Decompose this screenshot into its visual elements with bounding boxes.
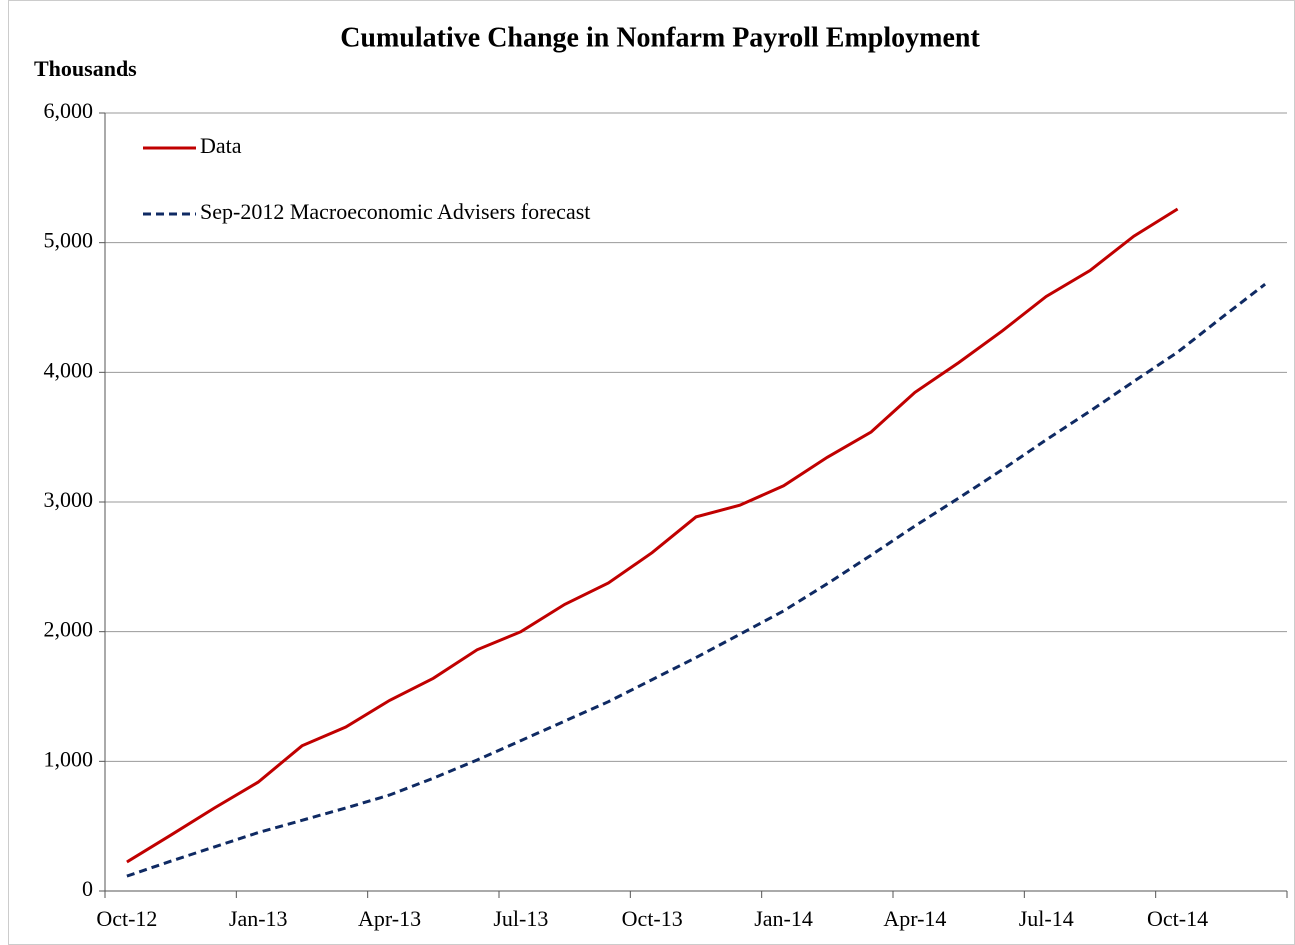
x-tick-label: Oct-14 (1147, 906, 1208, 931)
x-tick-label: Apr-14 (883, 906, 946, 931)
y-tick-label: 2,000 (44, 617, 94, 642)
y-tick-label: 6,000 (44, 98, 94, 123)
y-tick-label: 3,000 (44, 487, 94, 512)
y-tick-label: 1,000 (44, 746, 94, 771)
x-tick-label: Jul-14 (1019, 906, 1074, 931)
legend-label: Data (200, 133, 242, 158)
chart-title: Cumulative Change in Nonfarm Payroll Emp… (340, 22, 980, 53)
x-tick-label: Apr-13 (358, 906, 421, 931)
x-tick-label: Jul-13 (493, 906, 548, 931)
legend-label: Sep-2012 Macroeconomic Advisers forecast (200, 199, 590, 224)
y-axis-label: Thousands (34, 56, 137, 81)
y-tick-label: 5,000 (44, 228, 94, 253)
x-tick-label: Oct-13 (622, 906, 683, 931)
x-tick-label: Oct-12 (96, 906, 157, 931)
series-line (126, 283, 1267, 878)
y-tick-label: 0 (82, 876, 93, 901)
y-tick-label: 4,000 (44, 357, 94, 382)
x-tick-label: Jan-14 (754, 906, 813, 931)
x-tick-label: Jan-13 (229, 906, 288, 931)
series-line (126, 207, 1179, 864)
